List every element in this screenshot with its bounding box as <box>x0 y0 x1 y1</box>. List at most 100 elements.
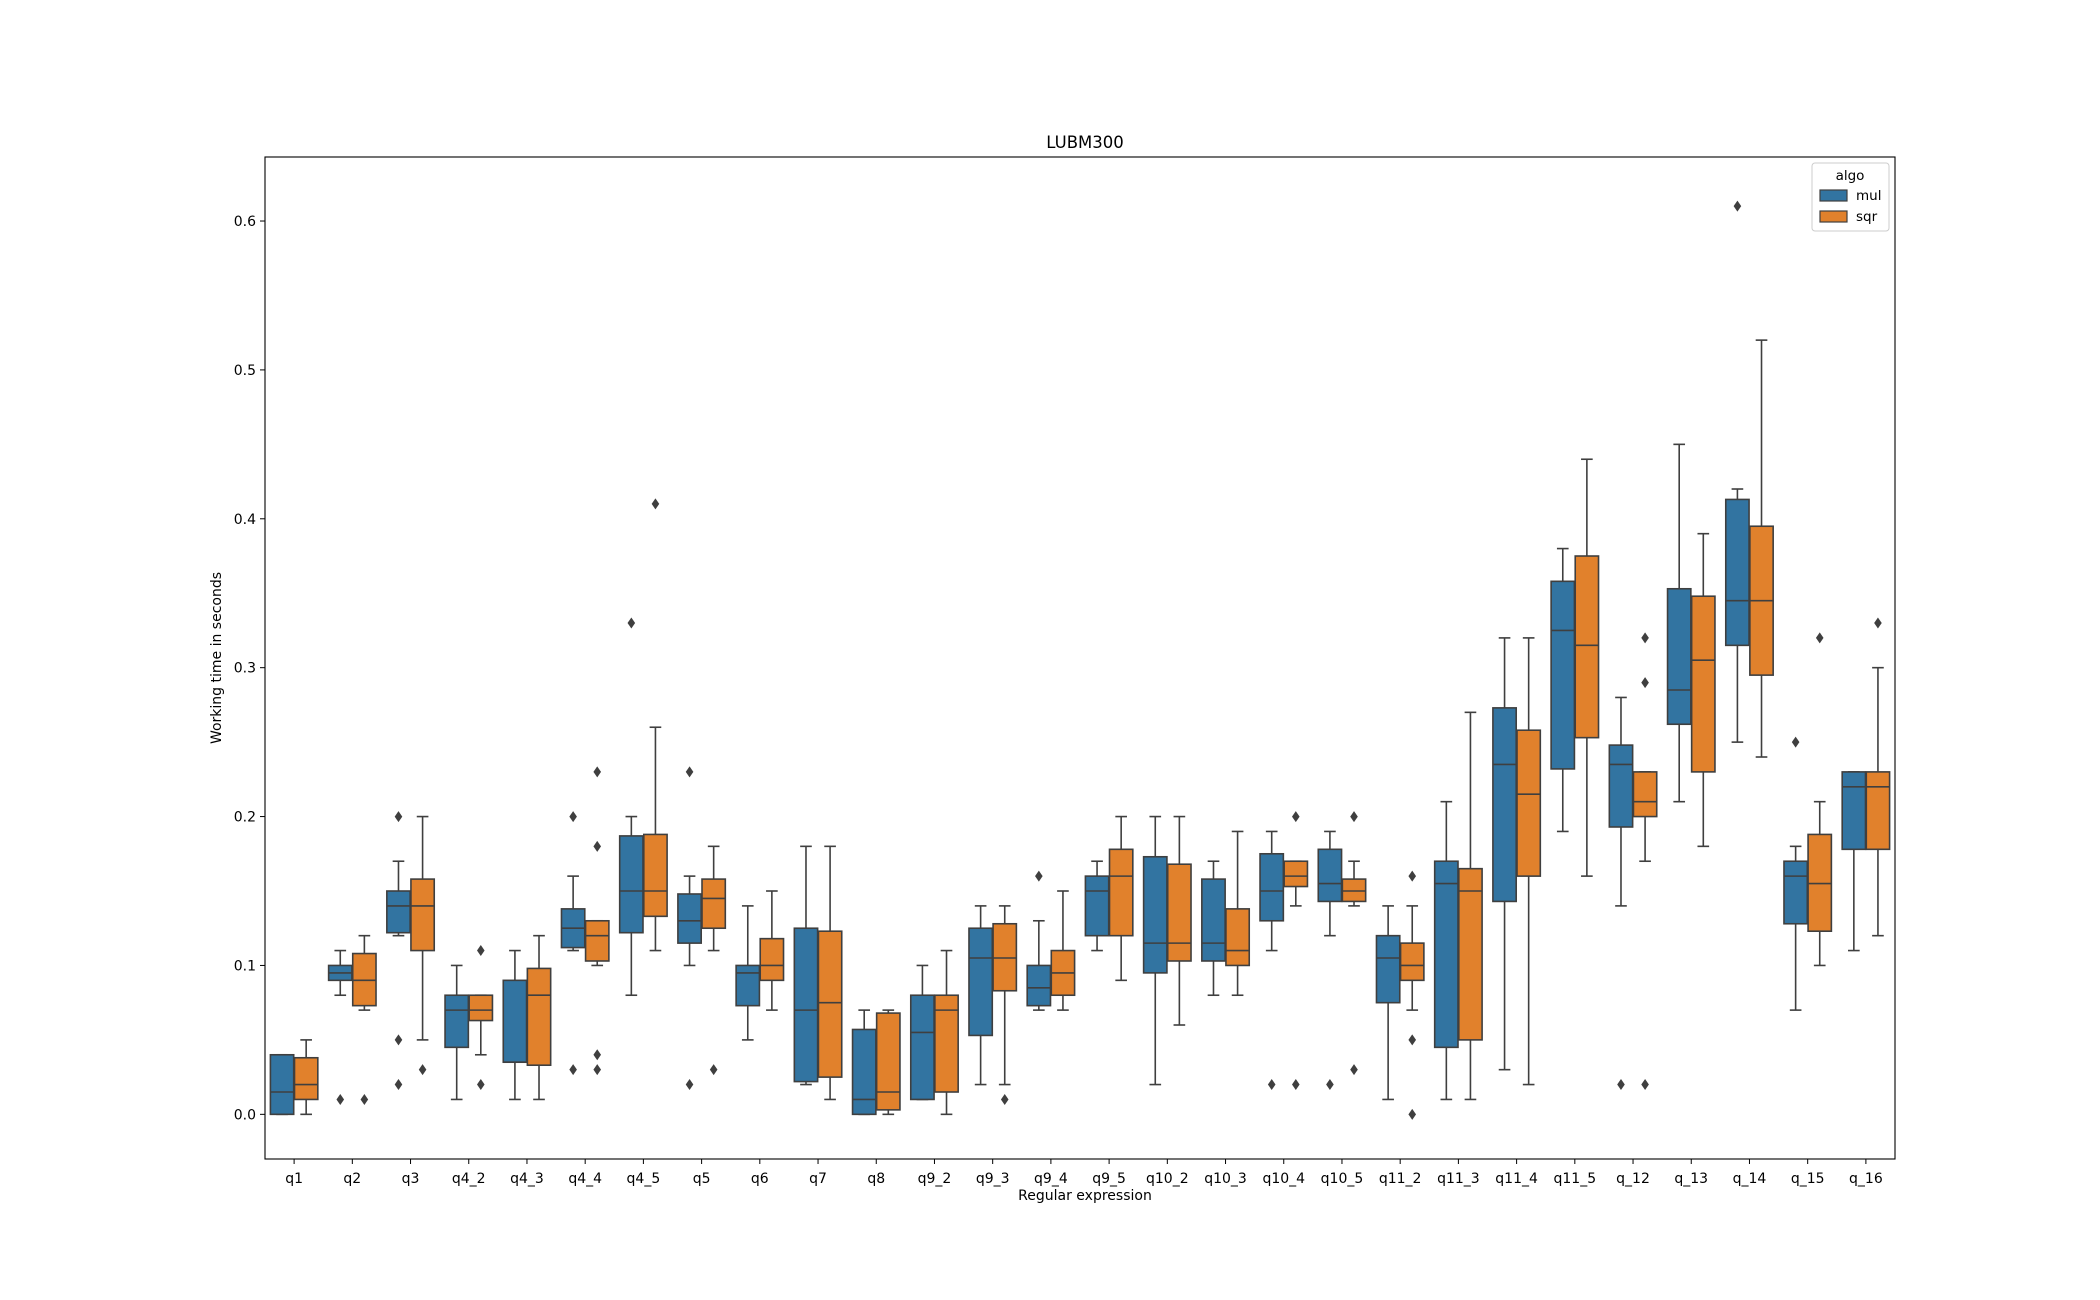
box-body <box>677 893 703 944</box>
legend-swatch-mul <box>1819 189 1848 202</box>
x-tick-label: q11_3 <box>1437 1171 1480 1187</box>
x-tick-label: q_14 <box>1733 1171 1767 1187</box>
y-tick-label: 0.1 <box>234 958 256 974</box>
box-body <box>1375 934 1401 1004</box>
outlier-point <box>1791 736 1800 748</box>
outlier-point <box>685 1079 694 1091</box>
outlier-point <box>1000 1093 1009 1105</box>
y-tick-label: 0.5 <box>234 363 256 379</box>
box-body <box>468 994 494 1022</box>
box-sqr-q_13 <box>1690 532 1716 848</box>
outlier-point <box>394 1034 403 1046</box>
outlier-point <box>1733 200 1742 212</box>
outlier-point <box>336 1093 345 1105</box>
box-body <box>875 1012 901 1111</box>
outlier-point <box>1815 632 1824 644</box>
box-body <box>386 890 411 934</box>
x-tick-label: q9_5 <box>1092 1171 1126 1187</box>
box-sqr-q11_5 <box>1574 458 1600 877</box>
y-tick-label: 0.3 <box>234 661 256 677</box>
outlier-point <box>1617 1079 1625 1091</box>
outlier-point <box>394 1079 403 1091</box>
outlier-point <box>1408 1108 1417 1120</box>
box-sqr-q_14 <box>1749 339 1774 758</box>
box-body <box>968 927 994 1037</box>
x-tick-label: q8 <box>867 1171 885 1187</box>
box-mul-q11_2 <box>1375 905 1401 1101</box>
x-tick-label: q5 <box>693 1171 711 1187</box>
box-mul-q8 <box>851 1009 877 1116</box>
outlier-point <box>1641 632 1649 644</box>
box-mul-q_16 <box>1841 771 1867 952</box>
box-body <box>1724 498 1750 647</box>
box-sqr-q5 <box>701 845 727 1076</box>
box-mul-q1 <box>269 1053 295 1116</box>
outlier-point <box>1035 870 1043 882</box>
x-axis: q1 q2 q3 q4_2 q4_3 q4_4 q4_5 q5 q6 q7 q8 q9_2 q9_3 q9… <box>285 1159 1883 1187</box>
box-mul-q2 <box>327 949 353 1105</box>
outlier-point <box>1408 1034 1417 1046</box>
x-tick-label: q_13 <box>1674 1171 1708 1187</box>
box-mul-q_15 <box>1783 736 1809 1011</box>
box-sqr-q3 <box>410 815 436 1076</box>
box-mul-q_12 <box>1608 696 1634 1091</box>
box-mul-q3 <box>386 811 411 1091</box>
box-body <box>909 994 935 1101</box>
box-mul-q4_3 <box>502 949 528 1101</box>
box-body <box>642 833 668 918</box>
box-body <box>269 1053 295 1116</box>
box-sqr-q8 <box>875 1009 901 1116</box>
box-sqr-q10_2 <box>1166 815 1192 1026</box>
x-tick-label: q9_4 <box>1034 1171 1068 1187</box>
box-body <box>1690 595 1716 773</box>
box-sqr-q9_3 <box>992 905 1018 1105</box>
outlier-point <box>394 811 403 823</box>
box-body <box>1201 878 1226 962</box>
x-tick-label: q10_5 <box>1321 1171 1364 1187</box>
box-sqr-q9_2 <box>934 949 959 1116</box>
box-body <box>502 979 528 1064</box>
x-tick-label: q11_5 <box>1554 1171 1597 1187</box>
x-axis-title: Regular expression <box>1018 1188 1152 1204</box>
box-body <box>817 930 843 1078</box>
box-mul-q9_3 <box>968 905 994 1086</box>
x-tick-label: q4_4 <box>568 1171 602 1187</box>
outlier-point <box>569 1064 577 1076</box>
box-body <box>584 919 610 962</box>
box-mul-q_14 <box>1724 200 1750 743</box>
box-mul-q_13 <box>1666 443 1692 803</box>
box-sqr-q6 <box>759 890 785 1011</box>
y-tick-label: 0.4 <box>234 512 256 528</box>
box-body <box>851 1028 877 1116</box>
outlier-point <box>709 1064 718 1076</box>
box-body <box>526 967 552 1067</box>
x-tick-label: q11_4 <box>1495 1171 1538 1187</box>
box-body <box>1166 863 1192 962</box>
box-mul-q10_5 <box>1317 830 1343 1091</box>
y-tick-label: 0.2 <box>234 810 256 826</box>
box-sqr-q9_5 <box>1108 815 1134 982</box>
outlier-point <box>1267 1079 1276 1091</box>
outlier-point <box>593 1049 602 1061</box>
box-body <box>1574 555 1600 739</box>
plot-area <box>269 200 1891 1120</box>
outlier-point <box>651 498 660 510</box>
outlier-point <box>418 1064 427 1076</box>
x-tick-label: q11_2 <box>1379 1171 1422 1187</box>
outlier-point <box>685 766 694 778</box>
outlier-point <box>593 1064 602 1076</box>
box-mul-q11_4 <box>1492 637 1518 1071</box>
box-body <box>1283 860 1309 888</box>
outlier-point <box>1350 1064 1358 1076</box>
x-tick-label: q1 <box>285 1171 303 1187</box>
plot-frame <box>264 156 1896 1160</box>
box-sqr-q10_4 <box>1283 811 1309 1091</box>
box-sqr-q11_3 <box>1457 711 1483 1101</box>
x-tick-label: q10_4 <box>1262 1171 1305 1187</box>
box-body <box>793 927 819 1083</box>
x-tick-label: q_12 <box>1616 1171 1650 1187</box>
box-sqr-q9_4 <box>1050 890 1076 1011</box>
x-tick-label: q4_3 <box>510 1171 544 1187</box>
x-tick-label: q10_2 <box>1146 1171 1189 1187</box>
